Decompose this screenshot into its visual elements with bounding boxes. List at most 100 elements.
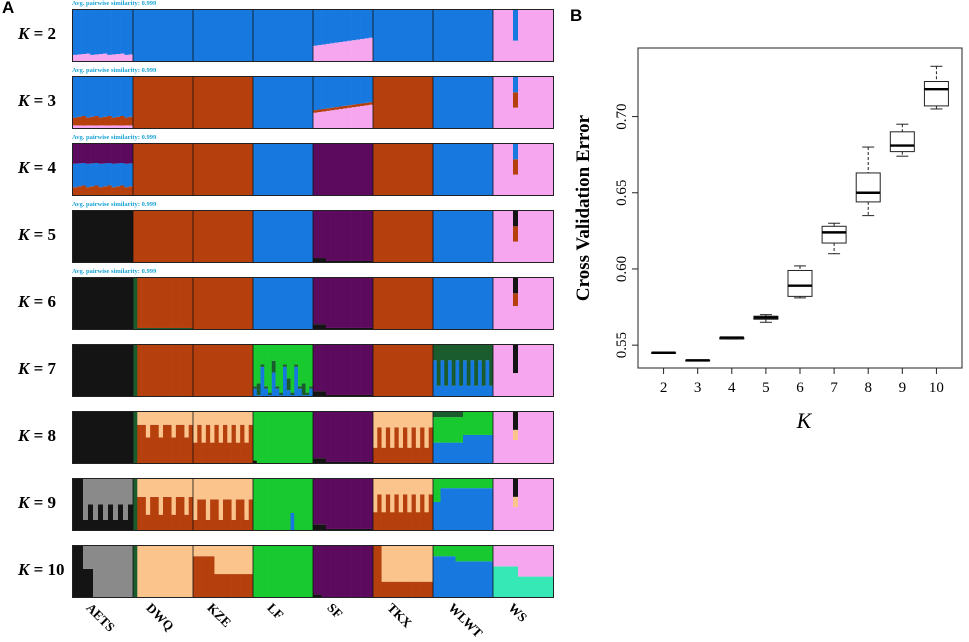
ancestry-segment [203,211,209,262]
ancestry-segment [113,211,119,262]
ancestry-segment [347,10,352,41]
ancestry-segment [137,412,142,425]
ancestry-segment [543,546,549,577]
ancestry-segment [137,496,142,530]
ancestry-segment [478,360,483,396]
ancestry-segment [243,345,249,396]
ancestry-segment [343,41,348,61]
ancestry-segment [538,412,544,463]
ancestry-segment [111,117,117,126]
ancestry-segment [188,10,194,61]
ancestry-segment [364,479,370,529]
ancestry-segment [538,345,544,396]
ancestry-segment [468,10,474,61]
ancestry-segment [498,10,504,61]
ancestry-segment [343,105,348,109]
ancestry-segment [197,412,202,425]
ancestry-segment [309,345,314,387]
ancestry-segment [381,581,387,597]
ancestry-segment [355,345,361,395]
structure-barplot-svg [73,278,553,329]
ancestry-segment [483,10,489,61]
ancestry-segment [73,345,79,396]
ancestry-segment [178,144,184,195]
ancestry-segment [290,345,295,393]
ancestry-segment [436,556,441,597]
ancestry-segment [368,211,374,261]
ancestry-segment [466,434,471,463]
ancestry-segment [180,479,185,497]
ancestry-segment [271,372,276,396]
ancestry-segment [503,546,509,567]
ancestry-segment [90,125,95,128]
ancestry-segment [107,77,112,116]
ancestry-segment [108,278,114,329]
ancestry-segment [175,546,181,597]
ancestry-segment [175,412,181,425]
ancestry-segment [407,412,412,448]
ancestry-segment [407,581,412,597]
ancestry-segment [98,144,104,164]
ancestry-segment [373,278,379,329]
ancestry-segment [478,546,483,562]
ancestry-segment [325,327,331,329]
ancestry-segment [321,10,327,45]
ancestry-segment [313,211,318,259]
ancestry-segment [403,546,408,582]
box-k-2 [651,351,677,354]
ancestry-segment [153,77,159,128]
ancestry-segment [94,10,100,55]
ancestry-segment [305,546,310,597]
ancestry-segment [268,392,273,396]
ancestry-segment [218,144,224,195]
ancestry-segment [298,345,303,387]
ancestry-segment [238,144,244,195]
ancestry-segment [533,576,539,597]
ancestry-segment [137,345,142,396]
ancestry-segment [103,53,108,61]
ancestry-segment [108,546,114,597]
ancestry-segment [243,278,249,329]
ancestry-segment [286,412,291,463]
ancestry-segment [154,278,160,328]
ancestry-segment [313,112,318,128]
ancestry-segment [263,278,269,329]
ancestry-segment [317,77,322,110]
ancestry-segment [543,77,549,128]
ancestry-segment [548,479,553,530]
ancestry-segment [459,546,464,562]
ancestry-segment [368,10,374,38]
ancestry-segment [364,412,370,462]
ancestry-segment [330,260,335,262]
ancestry-segment [470,546,475,562]
ancestry-segment [343,211,348,261]
ancestry-segment [317,546,322,595]
ancestry-segment [451,556,456,597]
ancestry-segment [518,77,524,128]
ancestry-segment [523,345,529,396]
ancestry-segment [271,479,276,530]
ancestry-segment [377,494,382,530]
ancestry-segment [428,278,434,329]
ancestry-segment [373,479,378,513]
ancestry-segment [193,442,198,463]
ancestry-segment [294,546,299,597]
ancestry-segment [343,345,348,395]
ancestry-segment [483,77,489,128]
ancestry-segment [528,10,534,61]
ancestry-segment [513,546,519,567]
ancestry-segment [301,479,306,530]
ancestry-segment [184,546,190,597]
ancestry-segment [150,412,155,425]
ancestry-segment [238,345,244,396]
ancestry-segment [313,278,318,325]
ancestry-segment [420,546,425,582]
ancestry-segment [360,211,365,261]
ancestry-segment [293,144,299,195]
ancestry-segment [398,512,404,530]
ancestry-segment [290,479,295,513]
ancestry-segment [364,278,370,328]
ancestry-segment [98,546,104,597]
ancestry-segment [343,327,348,329]
ancestry-segment [493,278,499,329]
